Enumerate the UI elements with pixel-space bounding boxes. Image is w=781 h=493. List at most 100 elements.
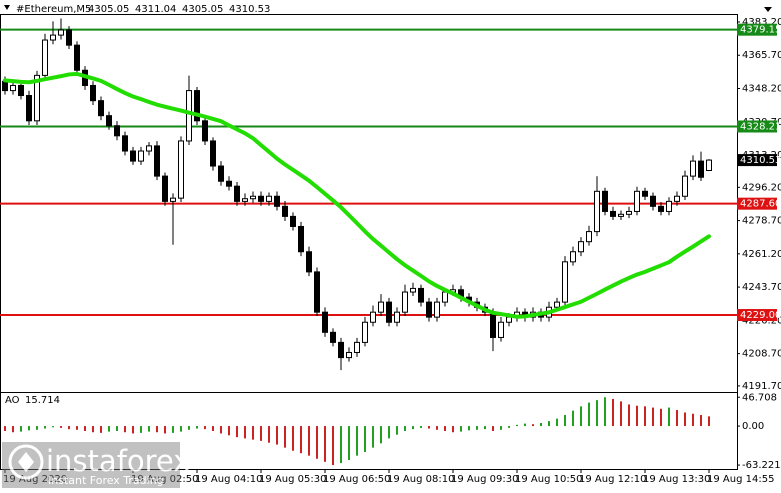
watermark-logo-mark	[18, 452, 34, 472]
candle-body	[554, 301, 560, 308]
candle-body	[410, 287, 416, 293]
candle-body	[498, 321, 504, 338]
x-tick-label: 19 Aug 06:50	[323, 474, 390, 485]
candle-body	[578, 241, 584, 253]
level-tag	[737, 23, 777, 36]
x-tick-label: 19 Aug 04:10	[195, 474, 262, 485]
candle-body	[2, 80, 8, 92]
y-tick-label: 4296.20	[742, 182, 781, 193]
ao-tick-label: 0.00	[742, 421, 764, 432]
y-tick-label: 4278.70	[742, 216, 781, 227]
candle-body	[402, 291, 408, 313]
candle-body	[298, 225, 304, 253]
candle-body	[42, 39, 48, 76]
moving-average	[3, 71, 711, 319]
candle-body	[490, 311, 496, 338]
candle-body	[594, 190, 600, 233]
plot-frame	[0, 14, 738, 470]
candle-body	[338, 341, 344, 359]
level-label: 4328.21	[740, 121, 781, 132]
candle-body	[570, 251, 576, 263]
ao-value: 15.714	[25, 395, 60, 406]
candle-body	[426, 301, 432, 318]
header-low: 4305.05	[182, 4, 223, 15]
x-tick-label: 19 Aug 05:30	[259, 474, 326, 485]
candle-body	[314, 271, 320, 313]
candle-body	[218, 165, 224, 182]
ao-tick-label: -63.221	[742, 460, 781, 471]
watermark-tagline: Instant Forex Trading	[48, 474, 164, 487]
candle-body	[290, 215, 296, 227]
candle-body	[690, 160, 696, 177]
level-tag	[737, 120, 777, 133]
candle-body	[698, 160, 704, 178]
candle-body	[266, 195, 272, 202]
candle-body	[234, 185, 240, 202]
candle-body	[58, 29, 64, 36]
candle-body	[186, 90, 192, 142]
level-label: 4229.00	[740, 310, 781, 321]
candle-body	[626, 210, 632, 215]
candle-body	[666, 200, 672, 212]
y-tick-label: 4208.70	[742, 349, 781, 360]
header-close: 4310.53	[229, 4, 270, 15]
header-open: 4305.05	[88, 4, 129, 15]
candle-body	[394, 311, 400, 323]
candle-body	[114, 125, 120, 137]
header-high: 4311.04	[135, 4, 176, 15]
x-tick-label: 19 Aug 13:30	[643, 474, 710, 485]
symbol: #Ethereum,M5	[16, 4, 91, 15]
candle-body	[354, 341, 360, 353]
x-tick-label: 19 Aug 02:50	[131, 474, 198, 485]
candle-body	[346, 351, 352, 359]
candle-body	[34, 74, 40, 122]
candle-body	[250, 195, 256, 200]
y-tick-label: 4383.20	[742, 17, 781, 28]
candle-body	[434, 301, 440, 318]
level-tag	[737, 197, 777, 210]
candle-body	[282, 205, 288, 217]
candle-body	[306, 251, 312, 273]
candle-body	[194, 90, 200, 122]
candle-body	[322, 311, 328, 333]
level-tag	[737, 309, 777, 322]
candle-body	[106, 115, 112, 127]
candle-body	[634, 190, 640, 212]
watermark: instaforex Instant Forex Trading	[2, 442, 190, 488]
candle-body	[26, 95, 32, 122]
watermark-brand: instaforex	[46, 444, 190, 478]
candle-body	[706, 159, 712, 172]
y-tick-label: 4243.70	[742, 282, 781, 293]
candle-body	[66, 29, 72, 46]
candle-body	[506, 316, 512, 323]
candle-body	[370, 311, 376, 323]
y-tick-label: 4348.20	[742, 83, 781, 94]
candle-body	[162, 175, 168, 202]
x-tick-label: 19 Aug 08:10	[387, 474, 454, 485]
candle-body	[610, 210, 616, 217]
candle-body	[146, 145, 152, 152]
y-tick-label: 4191.70	[742, 381, 781, 392]
candle-body	[274, 195, 280, 207]
candle-body	[50, 34, 56, 41]
candle-body	[170, 197, 176, 202]
candle-body	[442, 291, 448, 303]
menu-arrow[interactable]	[4, 5, 10, 10]
candle-body	[210, 140, 216, 167]
y-tick-label: 4261.20	[742, 249, 781, 260]
candle-body	[386, 301, 392, 323]
candle-body	[642, 190, 648, 197]
candle-body	[122, 135, 128, 152]
price-tag	[737, 154, 777, 167]
menu-arrow[interactable]	[764, 7, 772, 12]
candle-body	[202, 120, 208, 142]
level-label: 4287.60	[740, 199, 781, 210]
x-tick-label: 19 Aug 09:30	[451, 474, 518, 485]
candle-body	[226, 180, 232, 187]
candle-body	[242, 198, 248, 202]
watermark-logo	[8, 444, 44, 480]
x-tick-label: 19 Aug 14:55	[707, 474, 774, 485]
